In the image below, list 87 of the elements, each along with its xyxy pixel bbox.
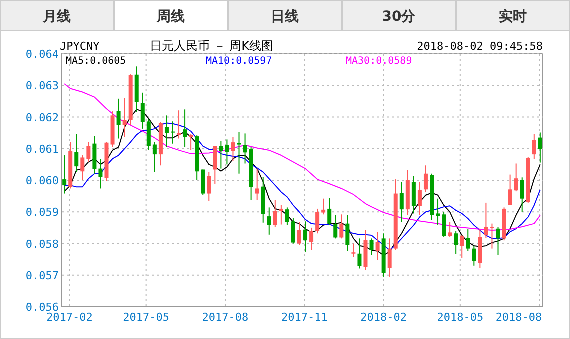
text: MA30:0.0589 <box>346 56 412 67</box>
candlestick <box>418 182 422 216</box>
candlestick <box>267 207 272 236</box>
candlestick <box>219 140 224 170</box>
candlestick <box>442 212 446 238</box>
text: 实时 <box>499 8 527 25</box>
text: MA5:0.0605 <box>66 56 126 67</box>
chart-subtitle: JPYCNY <box>60 40 100 53</box>
candlestick <box>460 235 464 258</box>
candlestick <box>334 214 338 240</box>
candlestick <box>152 142 157 173</box>
candlestick <box>448 222 452 238</box>
text: 日线 <box>271 9 299 25</box>
candlestick <box>285 207 290 226</box>
candlestick <box>255 168 260 201</box>
candlestick <box>514 163 518 192</box>
text: 2018-08-02 09:45:58 <box>417 40 543 53</box>
candlestick <box>388 238 392 278</box>
candlestick <box>472 245 476 266</box>
candlestick <box>98 158 103 190</box>
candlestick <box>183 109 188 148</box>
candlestick <box>496 226 500 256</box>
candlestick <box>74 134 79 173</box>
candlestick <box>352 243 356 258</box>
candlestick <box>122 98 127 138</box>
x-tick-label: 2018-08 <box>496 311 542 324</box>
candlestick <box>520 177 524 213</box>
candlestick <box>316 208 320 234</box>
candlestick <box>346 214 350 252</box>
candlestick <box>62 155 67 194</box>
y-tick-label: 0.059 <box>26 206 59 220</box>
text: 周线 <box>156 9 185 25</box>
candlestick <box>310 227 314 251</box>
candlestick <box>237 132 242 174</box>
candlestick <box>86 142 91 163</box>
candlestick <box>213 146 218 184</box>
candlestick <box>189 134 194 151</box>
x-tick-label: 2017-08 <box>202 311 249 324</box>
y-tick-label: 0.062 <box>26 111 59 124</box>
candlestick <box>484 202 488 239</box>
x-tick-label: 2017-11 <box>281 311 328 324</box>
y-tick-label: 0.056 <box>26 301 59 314</box>
y-tick-label: 0.064 <box>26 48 60 61</box>
candlestick <box>508 174 512 206</box>
text: MA10:0.0597 <box>206 56 272 67</box>
candlestick <box>424 165 428 193</box>
x-tick-label: 2017-05 <box>123 311 170 324</box>
y-tick-label: 0.057 <box>26 269 59 282</box>
y-tick-label: 0.061 <box>26 142 59 156</box>
text: 30分 <box>382 9 417 25</box>
y-tick-label: 0.060 <box>26 174 59 188</box>
candlestick <box>80 155 85 181</box>
candlestick <box>273 200 278 228</box>
x-tick-label: 2017-02 <box>46 311 93 324</box>
candlestick <box>436 198 440 226</box>
candlestick <box>304 221 308 252</box>
candlestick <box>231 136 236 162</box>
candlestick <box>177 110 182 140</box>
candlestick <box>225 139 230 166</box>
candlestick <box>370 238 374 256</box>
candlestick <box>358 238 362 270</box>
candlestick <box>400 182 404 223</box>
candlestick <box>140 92 145 130</box>
candlestick <box>490 223 494 250</box>
candlestick <box>116 98 121 140</box>
y-tick-label: 0.063 <box>26 80 59 93</box>
candlestick <box>291 218 296 244</box>
chart-title: 日元人民币 － 周K线图 <box>150 39 274 53</box>
candlestick <box>328 198 332 226</box>
candlestick <box>454 230 458 256</box>
x-tick-label: 2018-02 <box>360 311 407 324</box>
candlestick <box>164 115 169 148</box>
text: 月线 <box>42 9 71 25</box>
candlestick <box>340 214 344 240</box>
y-tick-label: 0.058 <box>26 238 59 251</box>
candlestick <box>538 132 542 164</box>
candlestick <box>279 204 284 226</box>
candlestick <box>322 198 326 216</box>
candlestick <box>466 229 470 252</box>
candlestick <box>243 133 248 164</box>
candlestick <box>297 222 302 246</box>
candlestick <box>171 121 175 144</box>
line-series <box>64 84 541 231</box>
candlestick <box>532 134 536 160</box>
candlestick <box>207 172 212 202</box>
candlestick <box>376 232 380 262</box>
x-tick-label: 2018-05 <box>437 311 484 324</box>
